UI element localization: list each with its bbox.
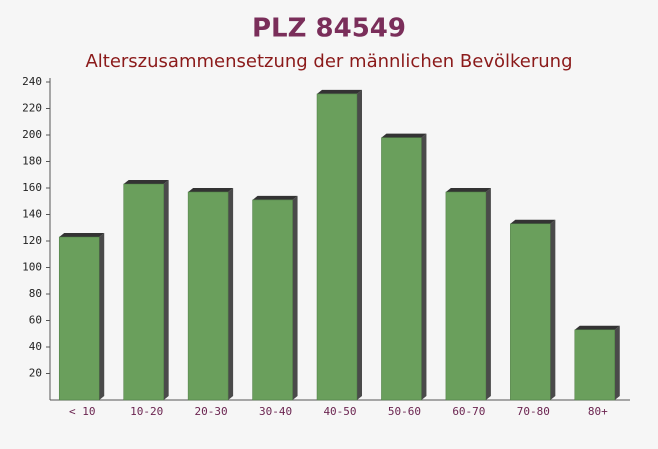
bar-side <box>163 180 169 400</box>
bar-top <box>381 133 427 138</box>
chart-subtitle: Alterszusammensetzung der männlichen Bev… <box>85 51 572 72</box>
bar-top <box>252 195 298 200</box>
x-tick-label: < 10 <box>69 405 96 418</box>
bar-side <box>228 187 234 400</box>
bar <box>58 236 100 401</box>
bar <box>381 137 422 401</box>
x-tick-label: 30-40 <box>259 405 292 418</box>
bar-top <box>445 187 491 192</box>
bar-side <box>485 187 491 400</box>
y-tick-label: 240 <box>22 75 42 88</box>
bar-side <box>550 219 556 400</box>
x-tick-label: 50-60 <box>388 405 421 418</box>
x-tick-label: 40-50 <box>323 405 356 418</box>
y-tick-label: 100 <box>22 261 42 274</box>
bar-side <box>421 133 427 400</box>
y-tick-label: 220 <box>22 102 42 115</box>
x-tick-label: 60-70 <box>452 405 485 418</box>
bar <box>123 183 164 401</box>
bar-side <box>614 325 620 400</box>
bar-top <box>317 89 362 94</box>
y-tick-label: 40 <box>29 340 42 353</box>
x-tick-label: 10-20 <box>130 405 163 418</box>
chart-title: PLZ 84549 <box>252 14 406 44</box>
bar-top <box>574 325 620 330</box>
bar <box>252 199 293 401</box>
x-tick-label: 80+ <box>588 405 608 418</box>
bar <box>574 329 616 401</box>
bar <box>187 191 229 401</box>
bar <box>316 93 358 401</box>
bar-top <box>510 219 556 224</box>
y-tick-label: 20 <box>29 367 42 380</box>
y-tick-label: 180 <box>22 155 42 168</box>
y-tick-label: 140 <box>22 208 42 221</box>
y-tick-label: 60 <box>29 314 42 327</box>
bar-top <box>123 180 169 185</box>
bar-top <box>59 233 105 238</box>
x-tick-label: 20-30 <box>195 405 228 418</box>
bar <box>510 223 551 401</box>
y-tick-label: 160 <box>22 181 42 194</box>
y-tick-label: 80 <box>29 287 42 300</box>
bar-side <box>292 195 298 400</box>
bar-side <box>357 89 362 401</box>
bar-top <box>188 187 234 192</box>
x-tick-label: 70-80 <box>517 405 550 418</box>
y-tick-label: 200 <box>22 128 42 141</box>
bar-side <box>99 233 105 400</box>
bar <box>445 191 487 401</box>
y-tick-label: 120 <box>22 234 42 247</box>
